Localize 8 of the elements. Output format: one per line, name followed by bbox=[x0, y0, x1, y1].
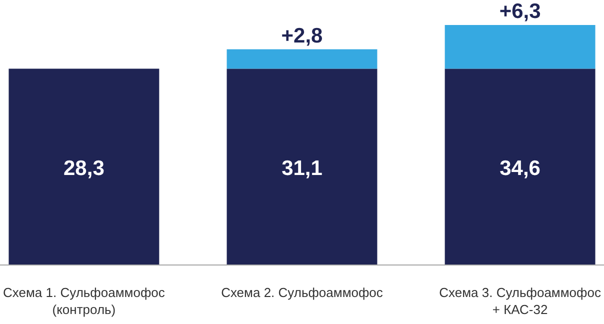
data-label: +2,8 bbox=[281, 24, 324, 48]
total-label: 28,3 bbox=[64, 156, 104, 180]
x-tick-label: Схема 2. Сульфоаммофос bbox=[221, 285, 384, 300]
x-tick-label: Схема 1. Сульфоаммофос (контроль) bbox=[3, 285, 166, 317]
data-label: +6,3 bbox=[499, 0, 541, 23]
x-tick-label: Схема 3. Сульфоаммофос + КАС-32 bbox=[439, 285, 602, 317]
total-label: 34,6 bbox=[500, 156, 540, 180]
total-label: 31,1 bbox=[282, 156, 323, 180]
